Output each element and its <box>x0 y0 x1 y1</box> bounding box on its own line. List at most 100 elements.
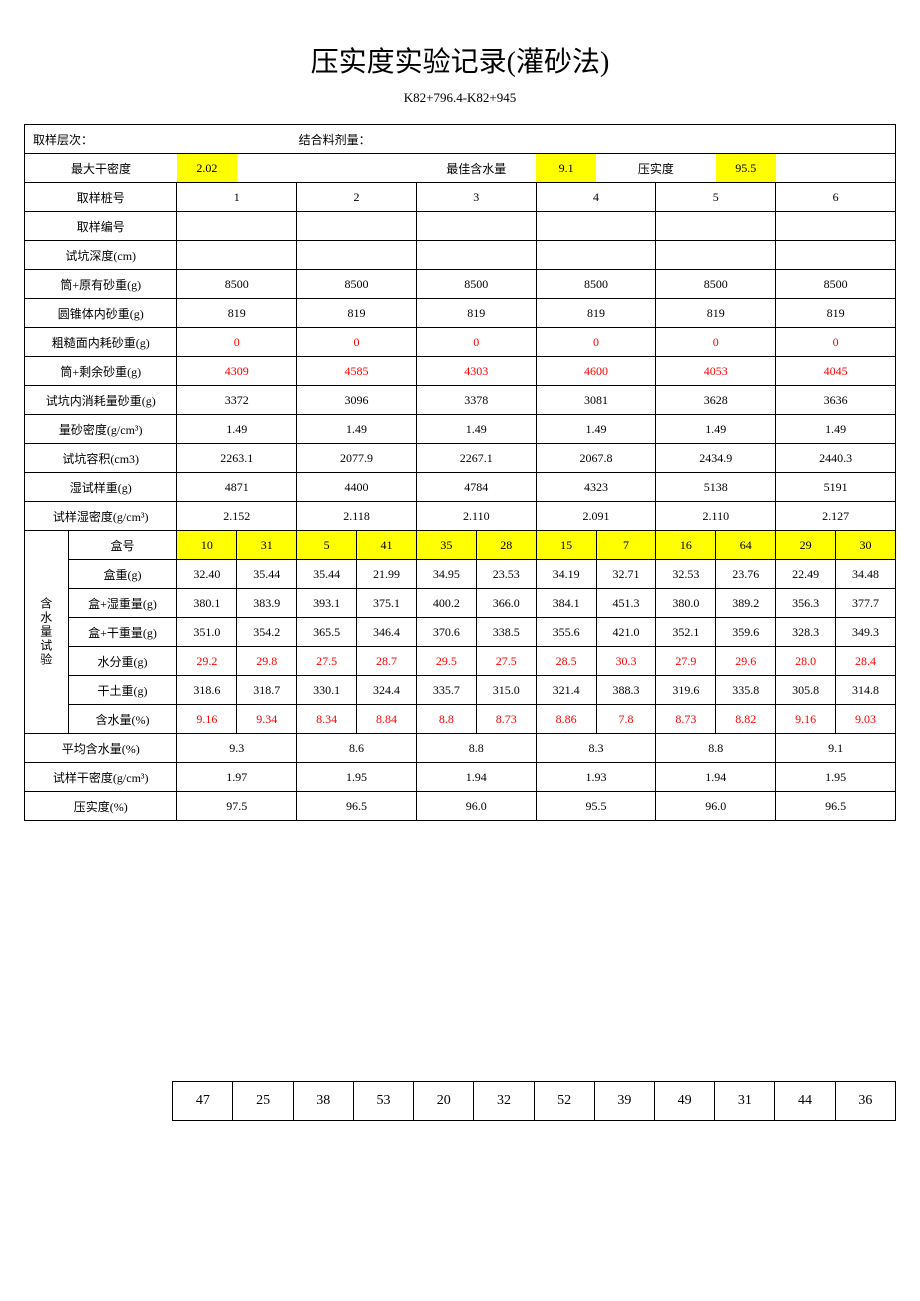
row-sample-no: 取样编号 <box>25 212 896 241</box>
cell: 393.1 <box>297 589 357 618</box>
cell: 0 <box>776 328 896 357</box>
cell: 22.49 <box>776 560 836 589</box>
cell: 8.84 <box>357 705 417 734</box>
cell: 6 <box>776 183 896 212</box>
cell: 28.7 <box>357 647 417 676</box>
cell: 8500 <box>416 270 536 299</box>
cell: 39 <box>594 1082 654 1121</box>
cell: 95.5 <box>536 792 656 821</box>
cell <box>776 241 896 270</box>
cell: 1.49 <box>297 415 417 444</box>
cell: 2.110 <box>656 502 776 531</box>
cell: 34.48 <box>836 560 896 589</box>
cell: 365.5 <box>297 618 357 647</box>
label: 湿试样重(g) <box>25 473 177 502</box>
cell: 28 <box>476 531 536 560</box>
cell: 318.7 <box>237 676 297 705</box>
label: 试坑容积(cm3) <box>25 444 177 473</box>
cell: 4400 <box>297 473 417 502</box>
row-pit-consumed: 试坑内消耗量砂重(g) 3372 3096 3378 3081 3628 363… <box>25 386 896 415</box>
cell: 96.0 <box>416 792 536 821</box>
cell: 2267.1 <box>416 444 536 473</box>
page-title: 压实度实验记录(灌砂法) <box>24 40 896 80</box>
cell: 44 <box>775 1082 835 1121</box>
row-box-dry: 盒+干重量(g) 351.0 354.2 365.5 346.4 370.6 3… <box>25 618 896 647</box>
cell: 819 <box>656 299 776 328</box>
cell: 28.0 <box>776 647 836 676</box>
cell: 96.5 <box>297 792 417 821</box>
label: 试坑内消耗量砂重(g) <box>25 386 177 415</box>
cell: 384.1 <box>536 589 596 618</box>
row-wet-sample: 湿试样重(g) 4871 4400 4784 4323 5138 5191 <box>25 473 896 502</box>
cell: 4053 <box>656 357 776 386</box>
cell: 4585 <box>297 357 417 386</box>
label: 筒+原有砂重(g) <box>25 270 177 299</box>
cell <box>656 241 776 270</box>
label-pile-no: 取样桩号 <box>25 183 177 212</box>
cell: 388.3 <box>596 676 656 705</box>
cell: 30 <box>836 531 896 560</box>
cell: 8.82 <box>716 705 776 734</box>
cell: 8.86 <box>536 705 596 734</box>
cell: 451.3 <box>596 589 656 618</box>
cell <box>536 212 656 241</box>
cell: 25 <box>233 1082 293 1121</box>
cell: 819 <box>416 299 536 328</box>
cell: 383.9 <box>237 589 297 618</box>
cell: 0 <box>656 328 776 357</box>
cell: 36 <box>835 1082 895 1121</box>
cell: 8500 <box>297 270 417 299</box>
cell: 305.8 <box>776 676 836 705</box>
cell: 16 <box>656 531 716 560</box>
cell: 370.6 <box>416 618 476 647</box>
cell: 349.3 <box>836 618 896 647</box>
cell: 1.49 <box>656 415 776 444</box>
cell: 52 <box>534 1082 594 1121</box>
cell: 0 <box>177 328 297 357</box>
cell: 29.6 <box>716 647 776 676</box>
cell: 4871 <box>177 473 297 502</box>
cell: 8500 <box>536 270 656 299</box>
cell: 3 <box>416 183 536 212</box>
cell: 27.5 <box>297 647 357 676</box>
cell: 380.1 <box>177 589 237 618</box>
cell: 97.5 <box>177 792 297 821</box>
cell: 1.95 <box>297 763 417 792</box>
cell: 31 <box>237 531 297 560</box>
row-cyl-remain-sand: 筒+剩余砂重(g) 4309 4585 4303 4600 4053 4045 <box>25 357 896 386</box>
cell: 7 <box>596 531 656 560</box>
row-compaction-result: 压实度(%) 97.5 96.5 96.0 95.5 96.0 96.5 <box>25 792 896 821</box>
cell: 400.2 <box>416 589 476 618</box>
row-water-weight: 水分重(g) 29.2 29.8 27.5 28.7 29.5 27.5 28.… <box>25 647 896 676</box>
cell: 9.34 <box>237 705 297 734</box>
cell: 8500 <box>177 270 297 299</box>
cell: 8.8 <box>416 734 536 763</box>
header-row-1: 取样层次： 结合料剂量： <box>25 125 896 154</box>
cell: 32.71 <box>596 560 656 589</box>
cell: 35 <box>416 531 476 560</box>
cell: 351.0 <box>177 618 237 647</box>
cell: 8.6 <box>297 734 417 763</box>
cell: 2.152 <box>177 502 297 531</box>
cell: 1.49 <box>177 415 297 444</box>
cell: 335.8 <box>716 676 776 705</box>
cell: 96.5 <box>776 792 896 821</box>
label-pit-depth: 试坑深度(cm) <box>25 241 177 270</box>
row-box-wet: 盒+湿重量(g) 380.1 383.9 393.1 375.1 400.2 3… <box>25 589 896 618</box>
sampling-layer-label: 取样层次： <box>25 125 177 154</box>
row-dry-density: 试样干密度(g/cm³) 1.97 1.95 1.94 1.93 1.94 1.… <box>25 763 896 792</box>
spacer <box>416 125 895 154</box>
spacer <box>776 154 896 183</box>
cell: 8500 <box>776 270 896 299</box>
cell: 9.03 <box>836 705 896 734</box>
label: 盒+湿重量(g) <box>68 589 177 618</box>
cell: 3628 <box>656 386 776 415</box>
row-avg-water: 平均含水量(%) 9.3 8.6 8.8 8.3 8.8 9.1 <box>25 734 896 763</box>
label: 干土重(g) <box>68 676 177 705</box>
cell: 328.3 <box>776 618 836 647</box>
spacer <box>237 154 417 183</box>
cell: 47 <box>173 1082 233 1121</box>
cell: 359.6 <box>716 618 776 647</box>
cell: 338.5 <box>476 618 536 647</box>
row-box-weight: 盒重(g) 32.40 35.44 35.44 21.99 34.95 23.5… <box>25 560 896 589</box>
